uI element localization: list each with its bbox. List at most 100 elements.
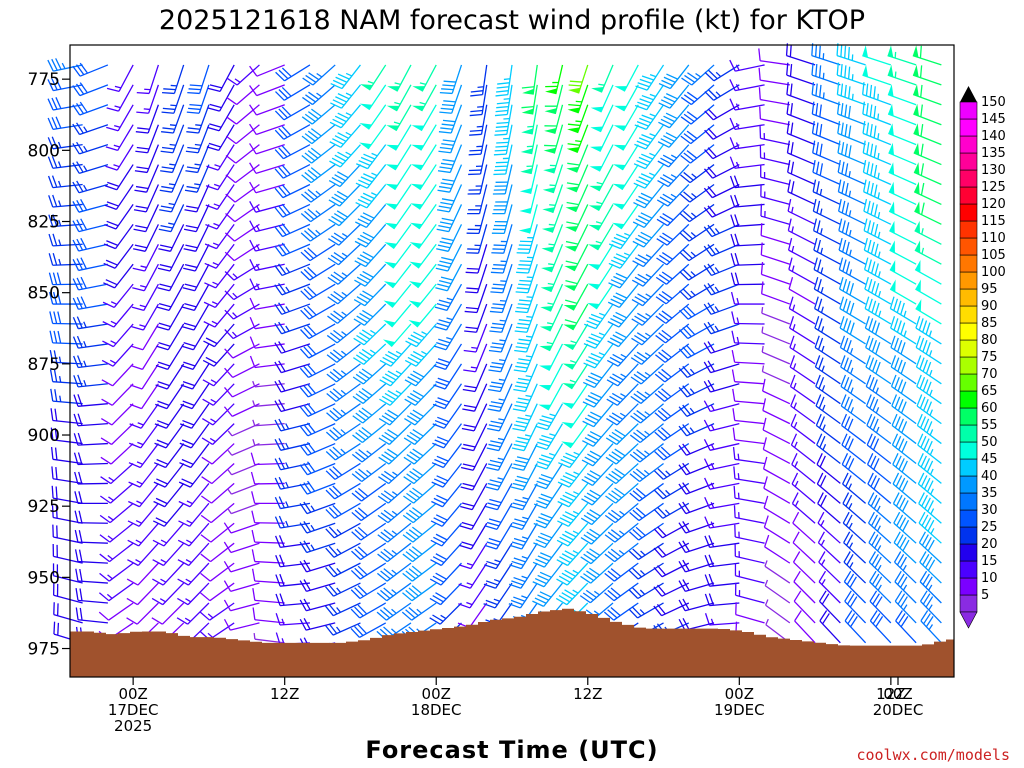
colorbar-swatch	[959, 356, 978, 375]
wind-barb	[227, 482, 260, 495]
wind-barb	[161, 104, 185, 134]
wind-barb	[52, 543, 83, 564]
wind-barb	[299, 559, 336, 573]
wind-barb	[467, 164, 488, 195]
wind-barb	[386, 124, 412, 151]
colorbar-label: 45	[981, 452, 998, 467]
wind-barb	[566, 144, 589, 173]
wind-barb	[838, 257, 866, 285]
wind-barb	[459, 522, 488, 550]
wind-barb	[703, 243, 740, 257]
wind-barb	[183, 243, 210, 272]
wind-barb	[274, 302, 311, 315]
wind-barb	[326, 383, 361, 402]
wind-barb	[679, 303, 715, 320]
wind-barb	[614, 64, 639, 92]
wind-barb	[563, 283, 589, 311]
wind-barb	[540, 283, 564, 312]
wind-barb	[704, 516, 740, 529]
wind-barb	[509, 562, 538, 589]
wind-barb	[275, 593, 310, 607]
wind-barb	[224, 243, 260, 262]
wind-barb	[350, 562, 387, 580]
wind-barb	[252, 380, 285, 388]
wind-barb	[604, 582, 639, 602]
wind-barb	[299, 617, 336, 631]
wind-barb	[200, 562, 235, 582]
wind-barb	[73, 432, 108, 446]
wind-barb	[589, 124, 614, 152]
wind-barb	[330, 84, 361, 109]
colorbar-swatch	[959, 271, 978, 290]
wind-barb	[275, 64, 311, 82]
wind-barb	[402, 502, 437, 524]
wind-barb	[177, 522, 210, 547]
wind-barb	[404, 403, 437, 426]
wind-barb	[843, 531, 867, 564]
wind-barb	[839, 296, 866, 325]
wind-barb	[102, 283, 134, 309]
wind-barb	[892, 472, 917, 504]
wind-barb	[656, 223, 690, 246]
wind-barb	[564, 224, 589, 252]
wind-barb	[865, 355, 892, 385]
wind-barb	[436, 224, 463, 252]
wind-barb	[510, 503, 538, 530]
wind-barb	[376, 562, 412, 582]
wind-barb	[786, 140, 816, 166]
wind-barb	[913, 103, 942, 126]
wind-barb	[151, 582, 185, 606]
wind-barb	[200, 542, 235, 563]
wind-barb	[135, 124, 160, 154]
wind-barb	[893, 531, 917, 564]
wind-barb	[581, 482, 614, 506]
wind-barb	[489, 283, 513, 314]
wind-barb	[787, 218, 816, 245]
wind-barb	[177, 582, 210, 606]
y-tick-label: 825	[28, 213, 60, 233]
wind-barb	[274, 321, 311, 335]
wind-barb	[49, 369, 83, 385]
wind-barb	[252, 419, 285, 427]
wind-barb	[653, 542, 690, 558]
wind-barb	[484, 503, 513, 530]
wind-barb	[465, 264, 488, 294]
wind-barb	[429, 562, 462, 586]
wind-barb	[533, 522, 564, 549]
wind-barb	[788, 257, 816, 285]
wind-barb	[888, 123, 917, 146]
wind-barb	[590, 84, 614, 113]
wind-barb	[98, 602, 134, 621]
wind-barb	[101, 383, 134, 406]
wind-barb	[130, 363, 159, 390]
wind-barb	[409, 243, 437, 269]
wind-barb	[838, 276, 866, 305]
wind-barb	[703, 438, 740, 451]
wind-barb	[252, 439, 285, 446]
wind-barb	[533, 483, 564, 509]
wind-barb	[274, 360, 311, 374]
wind-barb	[763, 495, 791, 524]
wind-barb	[152, 522, 185, 547]
wind-barb	[634, 84, 665, 111]
wind-barb	[837, 121, 866, 146]
wind-barb	[225, 164, 260, 184]
wind-barb	[185, 144, 210, 174]
wind-barb	[131, 303, 159, 331]
wind-barb	[534, 463, 564, 490]
wind-barb	[655, 303, 690, 324]
wind-barb	[249, 355, 285, 369]
wind-barb	[494, 84, 513, 117]
wind-barb	[490, 244, 513, 274]
colorbar-label: 95	[981, 282, 998, 297]
wind-barb	[869, 590, 892, 624]
wind-barb	[159, 184, 185, 213]
wind-barb	[204, 243, 235, 269]
colorbar-swatch	[959, 407, 978, 426]
wind-barb	[154, 423, 185, 449]
wind-barb	[356, 144, 387, 170]
wind-barb	[582, 383, 614, 408]
credit-link[interactable]: coolwx.com/models	[856, 746, 1010, 764]
wind-barb	[128, 463, 159, 488]
wind-barb	[299, 402, 336, 417]
